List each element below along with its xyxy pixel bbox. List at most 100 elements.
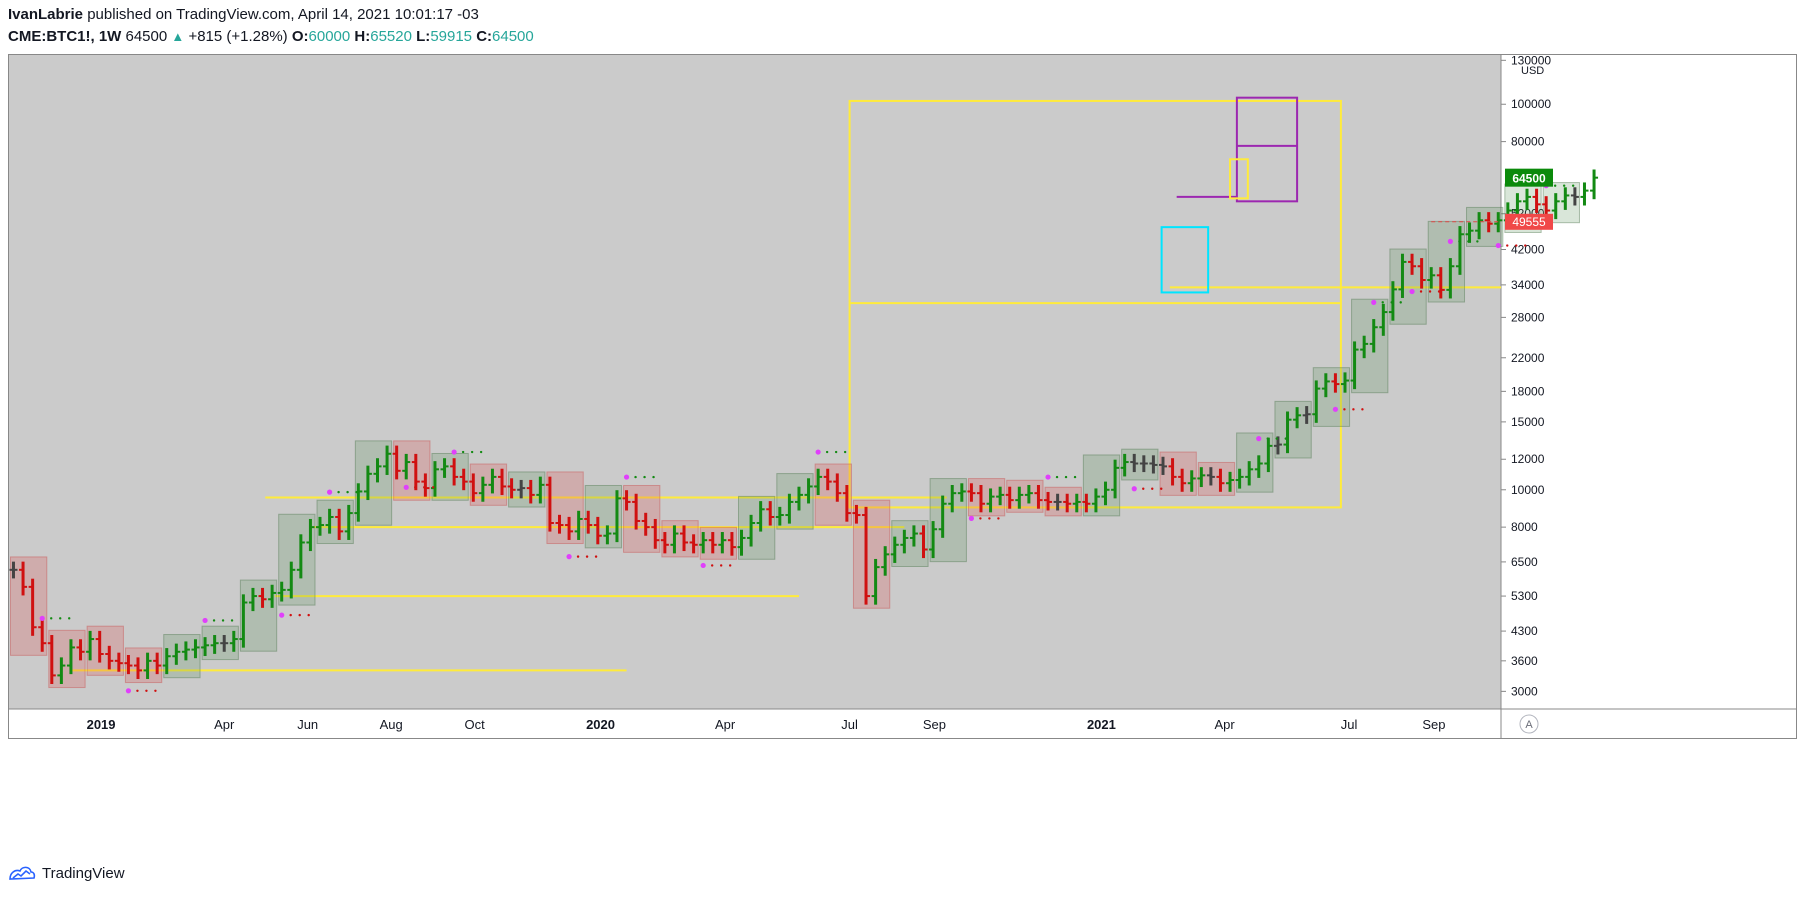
ohlc-bar[interactable] xyxy=(1082,493,1091,513)
ohlc-bar[interactable] xyxy=(1302,406,1311,424)
pivot-marker[interactable] xyxy=(700,562,706,569)
ohlc-bar[interactable] xyxy=(967,483,976,502)
author-name[interactable]: IvanLabrie xyxy=(8,6,84,23)
ohlc-bar[interactable] xyxy=(1139,455,1148,473)
ohlc-bar[interactable] xyxy=(756,501,765,532)
ohlc-bar[interactable] xyxy=(976,484,985,513)
ohlc-bar[interactable] xyxy=(411,453,420,491)
ohlc-bar[interactable] xyxy=(306,518,315,552)
ohlc-bar[interactable] xyxy=(574,510,583,540)
ohlc-bar[interactable] xyxy=(268,584,277,608)
ohlc-bar[interactable] xyxy=(814,468,823,496)
ohlc-bar[interactable] xyxy=(258,587,267,608)
pivot-marker[interactable] xyxy=(1447,238,1453,245)
ohlc-bar[interactable] xyxy=(1206,467,1215,486)
ohlc-bar[interactable] xyxy=(823,468,832,491)
ohlc-bar[interactable] xyxy=(450,458,459,486)
ohlc-bar[interactable] xyxy=(1350,341,1359,390)
ohlc-bar[interactable] xyxy=(1273,436,1282,455)
ohlc-bar[interactable] xyxy=(775,506,784,526)
ohlc-bar[interactable] xyxy=(680,525,689,552)
ohlc-bar[interactable] xyxy=(498,468,507,496)
ohlc-bar[interactable] xyxy=(363,465,372,501)
pivot-marker[interactable] xyxy=(1371,299,1377,305)
ohlc-bar[interactable] xyxy=(1264,437,1273,473)
ohlc-bar[interactable] xyxy=(210,635,219,654)
ohlc-bar[interactable] xyxy=(287,561,296,599)
ohlc-bar[interactable] xyxy=(1187,470,1196,492)
ohlc-bar[interactable] xyxy=(565,516,574,540)
ohlc-bar[interactable] xyxy=(248,587,257,612)
ohlc-bar[interactable] xyxy=(1417,258,1426,289)
ohlc-bar[interactable] xyxy=(612,490,621,543)
ohlc-bar[interactable] xyxy=(957,483,966,502)
ohlc-bar[interactable] xyxy=(47,635,56,684)
ohlc-bar[interactable] xyxy=(1551,193,1560,220)
ohlc-bar[interactable] xyxy=(296,534,305,579)
ohlc-bar[interactable] xyxy=(1101,481,1110,506)
ohlc-bar[interactable] xyxy=(1034,484,1043,509)
ohlc-bar[interactable] xyxy=(28,578,37,636)
ohlc-bar[interactable] xyxy=(1446,258,1455,299)
time-axis-background[interactable] xyxy=(8,709,1501,739)
ohlc-bar[interactable] xyxy=(478,476,487,502)
ohlc-bar[interactable] xyxy=(1111,459,1120,499)
pivot-marker[interactable] xyxy=(326,489,333,495)
pivot-marker[interactable] xyxy=(623,474,630,480)
ohlc-bar[interactable] xyxy=(804,478,813,504)
ohlc-bar[interactable] xyxy=(1475,212,1484,240)
ohlc-bar[interactable] xyxy=(1523,188,1532,210)
ohlc-bar[interactable] xyxy=(517,479,526,499)
ohlc-bar[interactable] xyxy=(1427,267,1436,289)
ohlc-bar[interactable] xyxy=(1436,267,1445,299)
ohlc-bar[interactable] xyxy=(890,536,899,563)
ohlc-bar[interactable] xyxy=(220,635,229,652)
pivot-marker[interactable] xyxy=(279,612,285,618)
chart-area[interactable]: 1300001000008000052000420003400028000220… xyxy=(8,53,1797,855)
pivot-marker[interactable] xyxy=(1131,486,1137,492)
ohlc-bar[interactable] xyxy=(794,486,803,511)
ohlc-bar[interactable] xyxy=(1178,468,1187,492)
last-price-badge[interactable] xyxy=(1505,168,1553,187)
ohlc-bar[interactable] xyxy=(632,493,641,530)
ohlc-bar[interactable] xyxy=(1321,373,1330,398)
ohlc-bar[interactable] xyxy=(373,458,382,483)
ohlc-bar[interactable] xyxy=(1197,467,1206,488)
ohlc-bar[interactable] xyxy=(143,652,152,679)
pivot-marker[interactable] xyxy=(1332,406,1339,412)
ohlc-bar[interactable] xyxy=(1570,187,1579,206)
ohlc-bar[interactable] xyxy=(622,490,631,511)
symbol-label[interactable]: CME:BTC1!, 1W xyxy=(8,28,122,45)
ohlc-bar[interactable] xyxy=(1063,493,1072,513)
ohlc-bar[interactable] xyxy=(1494,212,1503,233)
ohlc-bar[interactable] xyxy=(1561,187,1570,210)
ohlc-bar[interactable] xyxy=(38,619,47,652)
ohlc-bar[interactable] xyxy=(689,534,698,554)
ohlc-bar[interactable] xyxy=(1245,461,1254,486)
ohlc-bar[interactable] xyxy=(344,504,353,540)
ohlc-bar[interactable] xyxy=(1398,253,1407,298)
pivot-marker[interactable] xyxy=(403,484,409,490)
ohlc-bar[interactable] xyxy=(708,532,717,554)
ohlc-bar[interactable] xyxy=(488,468,497,494)
ohlc-bar[interactable] xyxy=(66,639,75,675)
ohlc-bar[interactable] xyxy=(929,521,938,559)
ohlc-bar[interactable] xyxy=(536,476,545,504)
ohlc-bar[interactable] xyxy=(1072,493,1081,513)
ohlc-bar[interactable] xyxy=(1283,411,1292,454)
ohlc-bar[interactable] xyxy=(785,493,794,524)
ohlc-bar[interactable] xyxy=(383,445,392,475)
ohlc-bar[interactable] xyxy=(1149,455,1158,474)
ohlc-bar[interactable] xyxy=(277,581,286,602)
ohlc-bar[interactable] xyxy=(325,508,334,534)
ohlc-bar[interactable] xyxy=(833,473,842,502)
ohlc-bar[interactable] xyxy=(469,473,478,502)
ohlc-bar[interactable] xyxy=(1340,372,1349,393)
ohlc-bar[interactable] xyxy=(1024,484,1033,504)
ohlc-bar[interactable] xyxy=(153,652,162,675)
ohlc-bar[interactable] xyxy=(938,495,947,538)
ohlc-bar[interactable] xyxy=(402,453,411,480)
ohlc-bar[interactable] xyxy=(335,508,344,540)
ohlc-bar[interactable] xyxy=(1379,303,1388,336)
ohlc-bar[interactable] xyxy=(651,518,660,549)
